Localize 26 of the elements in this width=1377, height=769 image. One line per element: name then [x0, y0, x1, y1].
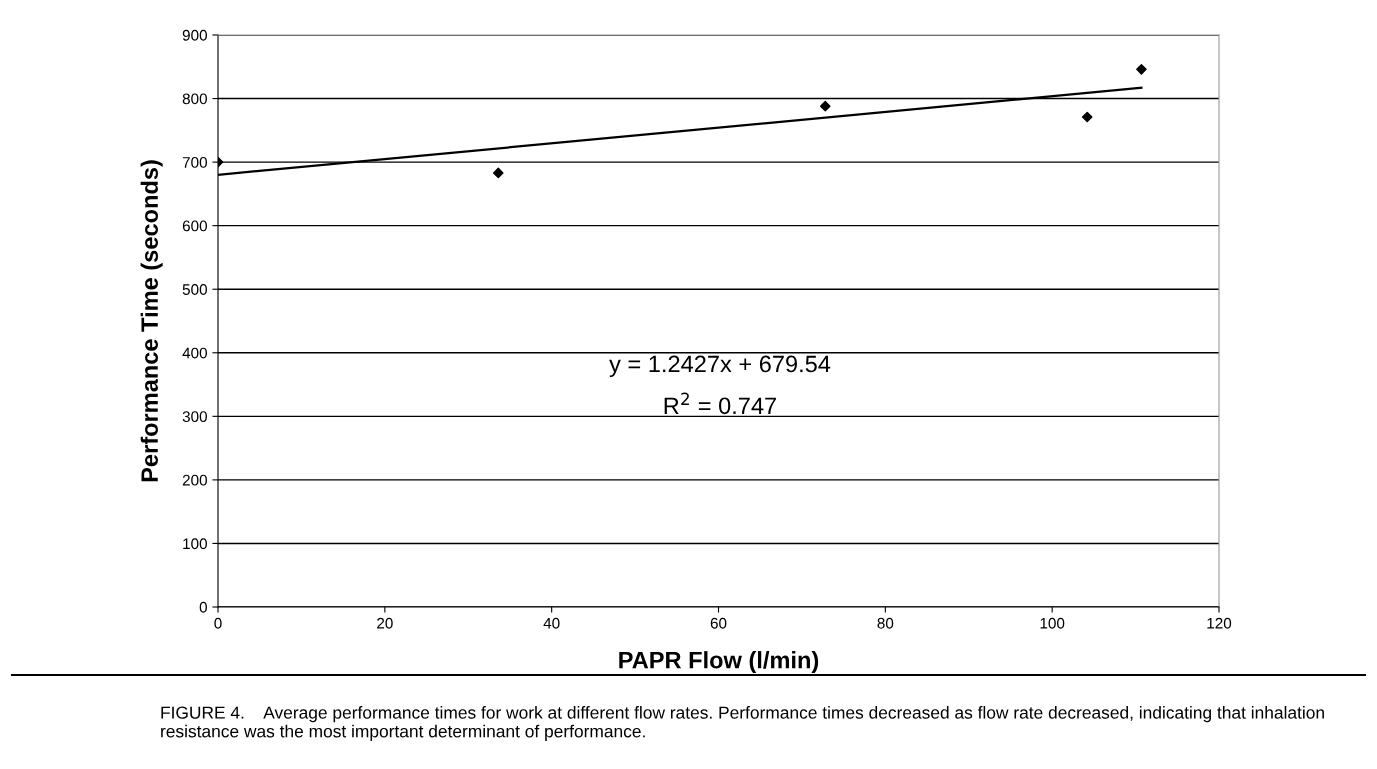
point [492, 167, 504, 179]
x-tick-label: 100 [1040, 617, 1065, 629]
y-tick-label: 200 [182, 474, 207, 486]
y-tick-label: 700 [182, 156, 207, 168]
point [819, 100, 831, 112]
y-axis-title: Performance Time (seconds) [140, 160, 163, 482]
y-tick-label: 500 [182, 284, 207, 295]
x-tick-label: 0 [214, 617, 222, 629]
y-tick-label: 0 [199, 601, 207, 613]
y-tick-label: 800 [182, 93, 207, 105]
annotation: R$^{2}$ = 0.747 [664, 392, 776, 415]
x-tick-label: 20 [377, 617, 393, 629]
point [1081, 111, 1093, 123]
x-tick-label: 80 [877, 617, 894, 629]
caption: FIGURE 4. Average performance times for work at different flow rates. Performance times decreased as flow rate decreased, indicating that inhalation resistance was the most important determinant of performance. [161, 706, 1324, 741]
x-tick-label: 120 [1207, 617, 1232, 629]
annotation: y = 1.2427x + 679.54 [609, 355, 831, 378]
y-tick-label: 100 [183, 538, 207, 550]
x-axis-title: PAPR Flow (l/min) [619, 651, 819, 674]
y-tick-label: 900 [182, 29, 207, 41]
y-tick-label: 600 [182, 220, 207, 232]
x-tick-label: 60 [710, 617, 727, 629]
point [1136, 64, 1147, 75]
y-tick-label: 300 [182, 411, 207, 423]
x-tick-label: 40 [543, 617, 560, 629]
y-tick-label: 400 [182, 347, 207, 359]
